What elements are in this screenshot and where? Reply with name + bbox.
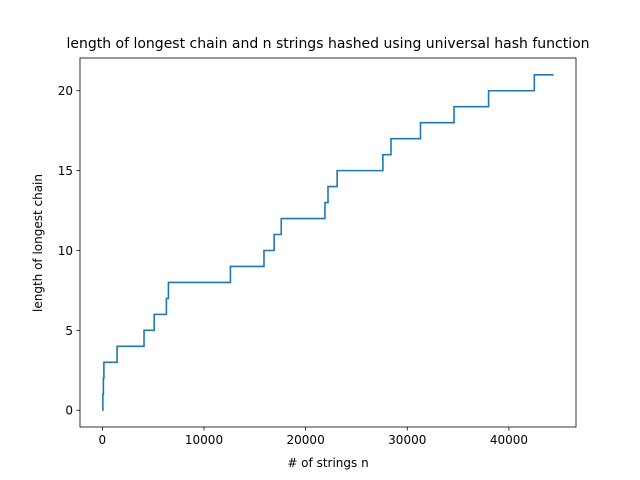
series-line-1	[102, 73, 554, 412]
y-tick-label: 20	[58, 84, 73, 98]
axes: 0 10000 20000 30000 40000 0 5 10 15 20	[58, 57, 577, 447]
chart-title: length of longest chain and n strings ha…	[66, 36, 589, 52]
y-tick-label: 15	[58, 164, 73, 178]
y-axis-label: length of longest chain	[31, 174, 45, 312]
plot-area	[102, 73, 554, 412]
x-tick-label: 40000	[490, 433, 528, 447]
x-tick-label: 0	[99, 433, 107, 447]
y-tick-label: 5	[65, 324, 73, 338]
y-tick-label: 10	[58, 244, 73, 258]
x-tick-label: 30000	[388, 433, 426, 447]
x-tick-label: 20000	[287, 433, 325, 447]
x-axis-label: # of strings n	[287, 456, 368, 470]
x-tick-label: 10000	[185, 433, 223, 447]
axes-frame	[79, 57, 577, 428]
y-tick-label: 0	[65, 404, 73, 418]
